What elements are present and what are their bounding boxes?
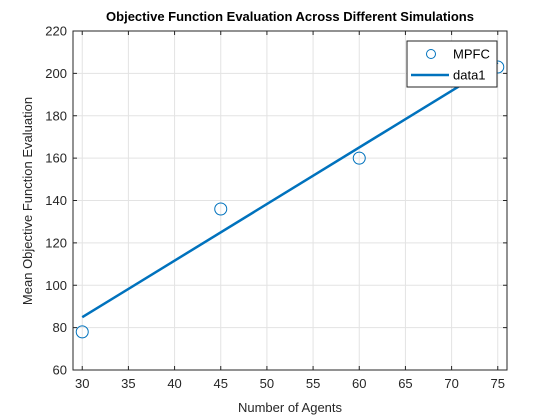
- plot-area: 30 35 40 45 50 55 60 65 70 75 60 80 100 120 140 160 180 2…: [45, 24, 508, 391]
- series-line-data1: [81, 61, 499, 319]
- data-point-MPFC: [352, 151, 366, 165]
- chart-title: Objective Function Evaluation Across Dif…: [106, 9, 474, 24]
- data-point-MPFC: [75, 325, 89, 339]
- y-tick-label: 160: [45, 151, 67, 166]
- y-axis-label: Mean Objective Function Evaluation: [20, 97, 35, 305]
- y-tick-label: 180: [45, 108, 67, 123]
- x-tick-label: 75: [491, 376, 505, 391]
- x-tick-label: 70: [444, 376, 458, 391]
- legend-label-MPFC: MPFC: [453, 47, 490, 62]
- legend-box: [406, 40, 498, 88]
- y-tick-label: 140: [45, 193, 67, 208]
- y-tick-label: 120: [45, 235, 67, 250]
- x-tick-label: 45: [214, 376, 228, 391]
- data-point-MPFC: [214, 202, 228, 216]
- x-tick-label: 55: [306, 376, 320, 391]
- x-tick-label: 30: [75, 376, 89, 391]
- legend-label-data1: data1: [453, 68, 486, 83]
- x-tick-label: 50: [260, 376, 274, 391]
- x-tick-label: 35: [121, 376, 135, 391]
- x-tick-label: 60: [352, 376, 366, 391]
- legend-marker-MPFC: [426, 49, 436, 59]
- y-tick-label: 60: [53, 363, 67, 378]
- x-axis-label: Number of Agents: [238, 400, 343, 415]
- y-tick-label: 200: [45, 66, 67, 81]
- x-tick-label: 65: [398, 376, 412, 391]
- y-tick-label: 100: [45, 278, 67, 293]
- y-tick-label: 220: [45, 24, 67, 39]
- x-tick-label: 40: [167, 376, 181, 391]
- legend: MPFC data1: [406, 40, 498, 88]
- y-tick-label: 80: [53, 320, 67, 335]
